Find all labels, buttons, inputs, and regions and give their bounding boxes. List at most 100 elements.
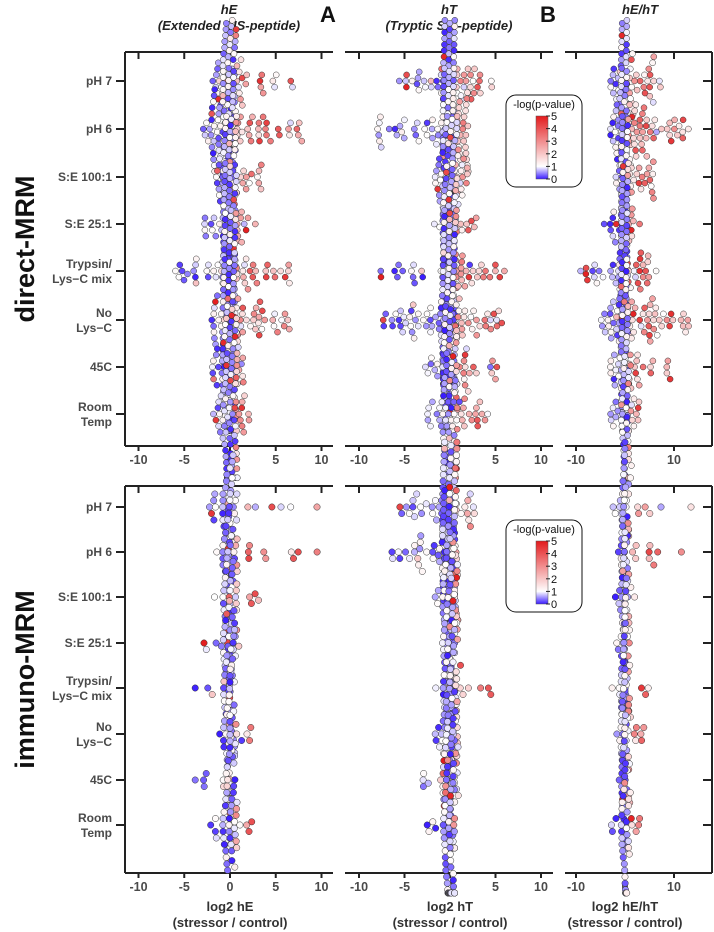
data-point xyxy=(220,678,228,685)
data-point xyxy=(621,724,629,732)
data-point xyxy=(447,306,454,313)
data-point xyxy=(612,398,620,406)
data-point xyxy=(243,173,250,181)
row-label: pH 6 xyxy=(86,122,112,136)
data-point xyxy=(623,339,630,346)
data-point xyxy=(453,131,460,138)
data-point xyxy=(642,267,649,275)
data-point xyxy=(200,125,207,133)
data-point xyxy=(629,548,637,556)
data-point xyxy=(233,580,241,588)
data-point xyxy=(641,503,649,511)
data-point xyxy=(230,607,238,615)
data-point xyxy=(224,516,232,524)
data-point xyxy=(228,474,236,482)
data-point xyxy=(232,600,240,607)
data-point xyxy=(210,497,218,504)
data-point xyxy=(236,89,243,97)
data-point xyxy=(666,322,673,330)
data-point xyxy=(474,83,481,91)
data-point xyxy=(616,295,623,302)
data-point xyxy=(464,497,472,504)
data-point xyxy=(229,451,237,459)
data-point xyxy=(450,642,458,650)
data-point xyxy=(245,828,253,835)
data-point xyxy=(467,71,474,79)
data-point xyxy=(226,419,233,427)
data-point xyxy=(293,125,301,133)
data-point xyxy=(222,210,229,217)
data-point xyxy=(622,280,630,287)
data-point xyxy=(630,730,638,738)
x-tick-label: -10 xyxy=(350,880,368,894)
data-point xyxy=(621,92,629,99)
data-point xyxy=(231,863,239,871)
data-point xyxy=(446,222,453,229)
data-point xyxy=(399,328,406,336)
data-point xyxy=(244,548,252,556)
data-point xyxy=(451,619,459,627)
data-point xyxy=(629,50,636,57)
data-point xyxy=(450,398,458,406)
data-point xyxy=(453,567,461,575)
data-point xyxy=(239,328,246,336)
data-point xyxy=(481,416,489,424)
data-point xyxy=(663,369,671,377)
data-point xyxy=(240,167,247,175)
data-point xyxy=(447,792,454,800)
data-point xyxy=(621,711,629,719)
data-point xyxy=(468,279,476,287)
data-point xyxy=(233,172,240,179)
data-point xyxy=(220,587,228,594)
data-point xyxy=(644,258,652,266)
data-point xyxy=(451,17,459,24)
data-point xyxy=(619,509,627,517)
data-point xyxy=(646,92,654,100)
data-point xyxy=(225,503,233,511)
data-point xyxy=(219,435,227,442)
data-point xyxy=(663,125,671,133)
data-point xyxy=(450,143,457,150)
data-point xyxy=(221,802,229,810)
data-point xyxy=(429,134,436,142)
data-point xyxy=(451,471,459,479)
data-point xyxy=(440,626,448,634)
data-point xyxy=(460,357,468,365)
data-point xyxy=(635,179,643,187)
data-point xyxy=(470,510,478,517)
data-point xyxy=(271,273,279,281)
data-point xyxy=(208,691,216,698)
data-point xyxy=(637,185,645,193)
data-point xyxy=(252,325,259,333)
data-point xyxy=(640,83,648,91)
data-point xyxy=(230,824,238,832)
data-point xyxy=(623,240,630,247)
data-point xyxy=(428,354,435,362)
data-point xyxy=(212,815,219,822)
data-point xyxy=(209,226,216,234)
data-point xyxy=(453,327,460,334)
data-point xyxy=(492,375,499,383)
data-point xyxy=(231,146,239,153)
panel-frame xyxy=(565,485,713,874)
x-tick-label: -10 xyxy=(129,880,147,894)
data-point xyxy=(446,377,454,384)
data-point xyxy=(252,304,260,312)
data-point xyxy=(621,665,629,673)
data-point xyxy=(646,83,653,91)
panel-frame xyxy=(565,51,713,447)
data-point xyxy=(233,315,240,322)
data-point xyxy=(449,89,457,96)
data-point xyxy=(223,113,230,120)
data-point xyxy=(215,398,222,406)
data-point xyxy=(223,20,230,27)
data-point xyxy=(225,249,233,257)
data-point xyxy=(440,231,448,238)
data-point xyxy=(221,256,229,263)
data-point xyxy=(624,321,631,328)
data-point xyxy=(226,718,234,726)
data-point xyxy=(446,528,454,536)
data-point xyxy=(271,83,278,91)
data-point xyxy=(622,53,630,60)
data-point xyxy=(632,737,640,744)
